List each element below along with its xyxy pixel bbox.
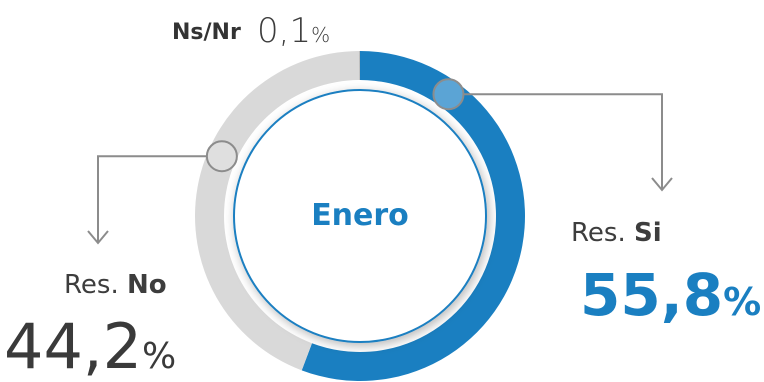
no-value: 44,2% [4, 316, 176, 378]
donut-slice-si [301, 50, 526, 382]
si-value-unit: % [723, 280, 762, 324]
no-label: Res. No [64, 272, 167, 298]
no-value-unit: % [142, 336, 177, 377]
leader-arrow-no [87, 230, 109, 245]
center-disc [233, 89, 487, 343]
nsnr-value-number: 0,1 [257, 11, 312, 51]
si-prefix: Res. [571, 218, 626, 248]
si-label: Res. Si [571, 220, 662, 246]
center-label: Enero [311, 198, 409, 233]
leader-arrow-si [651, 177, 673, 192]
nsnr-label: Ns/Nr [172, 20, 241, 45]
si-value-number: 55,8 [580, 261, 724, 329]
leader-line-no [97, 155, 207, 243]
leader-line-si [463, 93, 663, 190]
leader-marker-no [205, 140, 238, 173]
donut-slice-nsnr [358, 51, 360, 81]
no-value-number: 44,2 [4, 310, 143, 382]
si-name: Si [633, 218, 662, 248]
donut-slice-no [195, 51, 360, 371]
nsnr-value: 0,1% [257, 14, 330, 48]
no-prefix: Res. [64, 270, 119, 300]
nsnr-value-unit: % [311, 23, 331, 47]
si-value: 55,8% [580, 266, 761, 324]
leader-marker-si [432, 78, 465, 111]
no-name: No [126, 270, 167, 300]
